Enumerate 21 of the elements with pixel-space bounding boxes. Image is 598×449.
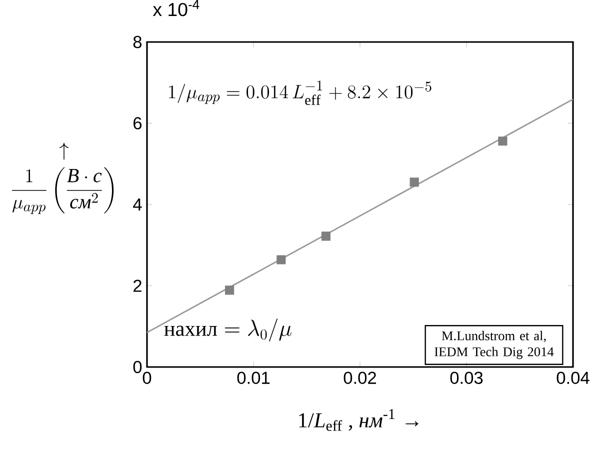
point (498, 136, 508, 146)
x-tick-label: 0 (142, 372, 152, 384)
y-tick-label: 4 (133, 198, 142, 210)
annotation: $\mbox{нахил} = \lambda_{0}/\mu$ (164, 318, 292, 342)
point (225, 286, 234, 295)
y-tick-label: 2 (134, 280, 142, 292)
x-axis-title: 1/L$_{eff}$ , нм$^{-1}$ → (299, 409, 418, 431)
y-axis-title: $\begin{array}{c}\uparrow\\[4pt] \dfrac{1}{\mu_{app}}\left(\dfrac{\mbox{\textit{В}}\cdot \mbox{\textit{с}}}{\mbox{\textit{см}}^{2}}\right)\end{array}$ (12, 142, 114, 214)
x-tick-label: 0.04 (556, 372, 590, 384)
x-tick-label: 0.03 (450, 372, 483, 384)
y-tick-label: 8 (133, 36, 142, 48)
x-tick-label: 0.02 (344, 372, 376, 384)
point (321, 232, 330, 241)
annotation: M.Lundstrom et al, IEDM Tech Dig 2014 (434, 330, 554, 360)
x-tick-label: 0.01 (237, 372, 270, 384)
annotation: $1/\mu_{app} = 0.014\,L_{\mathrm{eff}}^{-1} + 8.2\times 10^{-5}$ (169, 80, 432, 106)
y-tick-label: 6 (134, 117, 142, 130)
point (276, 255, 286, 264)
point (410, 178, 419, 187)
text: x 10$^{-4}$ (152, 0, 200, 16)
y-tick-label: 0 (133, 360, 142, 374)
